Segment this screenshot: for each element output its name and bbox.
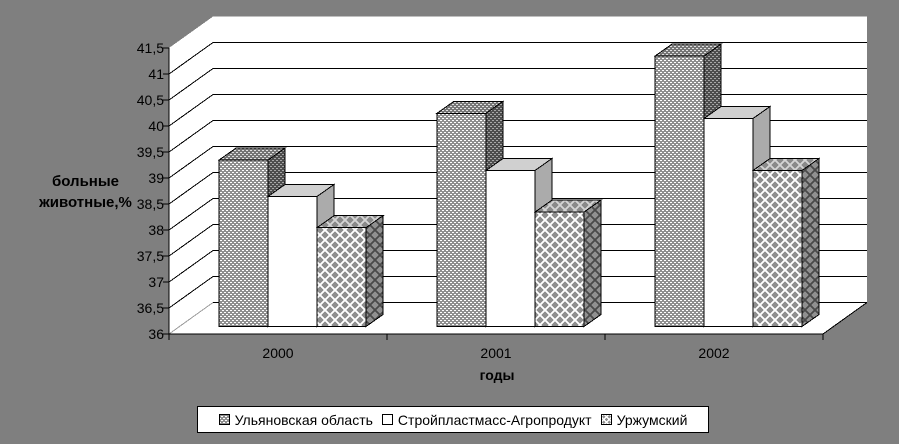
y-tick-label: 38 bbox=[148, 222, 164, 238]
legend-label: Ульяновская область bbox=[234, 411, 373, 428]
x-category-label: 2000 bbox=[262, 345, 294, 361]
y-tick-label: 36,5 bbox=[136, 300, 164, 316]
y-axis-title-line2: животные,% bbox=[39, 194, 132, 211]
y-axis-title-line1: больные bbox=[51, 173, 120, 190]
y-tick-label: 39 bbox=[148, 170, 164, 186]
gridline-diagonal bbox=[168, 172, 214, 205]
bar-s2-2001 bbox=[485, 170, 536, 327]
gridline-diagonal bbox=[168, 120, 214, 153]
gridline-diagonal bbox=[168, 146, 214, 179]
y-axis-title: больные животные,% bbox=[18, 171, 153, 213]
bar-s1-2000 bbox=[218, 159, 269, 327]
legend-item-2: Стройпластмасс-Агропродукт bbox=[381, 411, 592, 428]
bar-s2-2000 bbox=[267, 196, 318, 327]
y-tick-label: 41,5 bbox=[136, 40, 164, 56]
bar-side-s3-2000 bbox=[365, 214, 384, 328]
legend-item-3: Уржумский bbox=[600, 411, 688, 428]
y-tick-label: 36 bbox=[148, 326, 164, 342]
legend-swatch bbox=[381, 414, 393, 425]
bar-s3-2001 bbox=[534, 211, 585, 328]
y-tick-label: 41 bbox=[148, 66, 164, 82]
y-tick-label: 39,5 bbox=[136, 144, 164, 160]
legend-swatch bbox=[218, 414, 230, 425]
y-tick-label: 38,5 bbox=[136, 196, 164, 212]
gridline-diagonal bbox=[168, 68, 214, 101]
floor-left-edge bbox=[168, 302, 214, 335]
floor-right-edge bbox=[822, 302, 868, 335]
gridline-diagonal bbox=[168, 224, 214, 257]
x-category-label: 2001 bbox=[480, 345, 512, 361]
x-category-label: 2002 bbox=[698, 345, 730, 361]
bar-s1-2001 bbox=[436, 112, 487, 327]
y-tick-label: 37 bbox=[148, 274, 164, 290]
bar-side-s3-2001 bbox=[583, 199, 602, 328]
bar-s2-2002 bbox=[703, 118, 754, 327]
bar-s3-2002 bbox=[752, 170, 803, 327]
legend-label: Стройпластмасс-Агропродукт bbox=[397, 411, 592, 428]
gridline-diagonal bbox=[168, 42, 214, 75]
y-tick-label: 37,5 bbox=[136, 248, 164, 264]
legend-swatch bbox=[600, 414, 612, 425]
x-axis-title: годы bbox=[479, 367, 515, 383]
gridline-diagonal bbox=[168, 250, 214, 283]
gridline-diagonal bbox=[168, 94, 214, 127]
gridline-diagonal bbox=[168, 198, 214, 231]
bar-s3-2000 bbox=[316, 227, 367, 327]
left-wall bbox=[169, 16, 213, 334]
bar-s1-2002 bbox=[654, 55, 705, 327]
legend-item-1: Ульяновская область bbox=[218, 411, 373, 428]
y-tick-label: 40,5 bbox=[136, 92, 164, 108]
legend-label: Уржумский bbox=[616, 411, 688, 428]
gridline-diagonal bbox=[168, 276, 214, 309]
bar-side-s3-2002 bbox=[801, 157, 820, 328]
chart-legend: Ульяновская область Стройпластмасс-Агропр… bbox=[197, 406, 709, 433]
y-tick-label: 40 bbox=[148, 118, 164, 134]
